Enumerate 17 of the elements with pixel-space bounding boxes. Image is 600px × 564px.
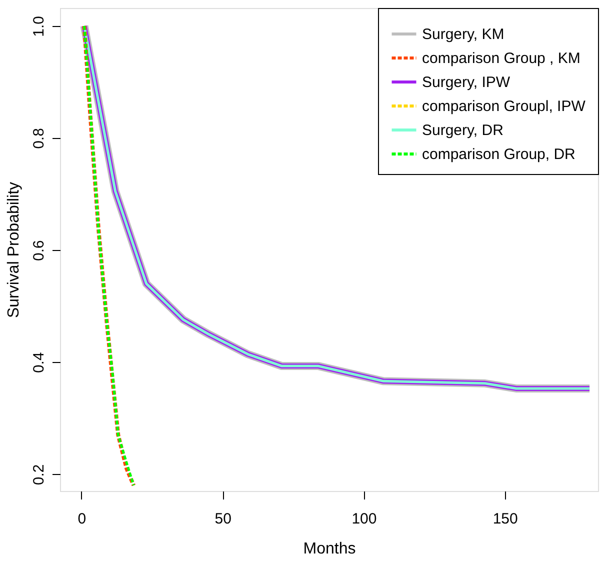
- y-tick-label: 0.6: [30, 240, 48, 261]
- y-axis-title: Survival Probability: [6, 182, 22, 318]
- y-tick-label: 0.2: [30, 464, 48, 486]
- y-tick-label: 0.4: [30, 352, 48, 374]
- legend-label: Surgery, KM: [422, 26, 504, 43]
- legend-label: comparison Groupl, IPW: [422, 98, 586, 115]
- x-tick-label: 50: [214, 510, 232, 528]
- x-tick-label: 100: [352, 510, 377, 528]
- legend-label: comparison Group, DR: [422, 146, 576, 163]
- y-tick-label: 1.0: [30, 16, 48, 37]
- x-axis-title: Months: [303, 540, 356, 558]
- y-tick-label: 0.8: [30, 128, 48, 149]
- x-tick-label: 0: [78, 510, 86, 528]
- legend-label: comparison Group , KM: [422, 50, 580, 67]
- legend-label: Surgery, IPW: [422, 74, 511, 91]
- legend-label: Surgery, DR: [422, 122, 504, 139]
- x-tick-label: 150: [492, 510, 518, 528]
